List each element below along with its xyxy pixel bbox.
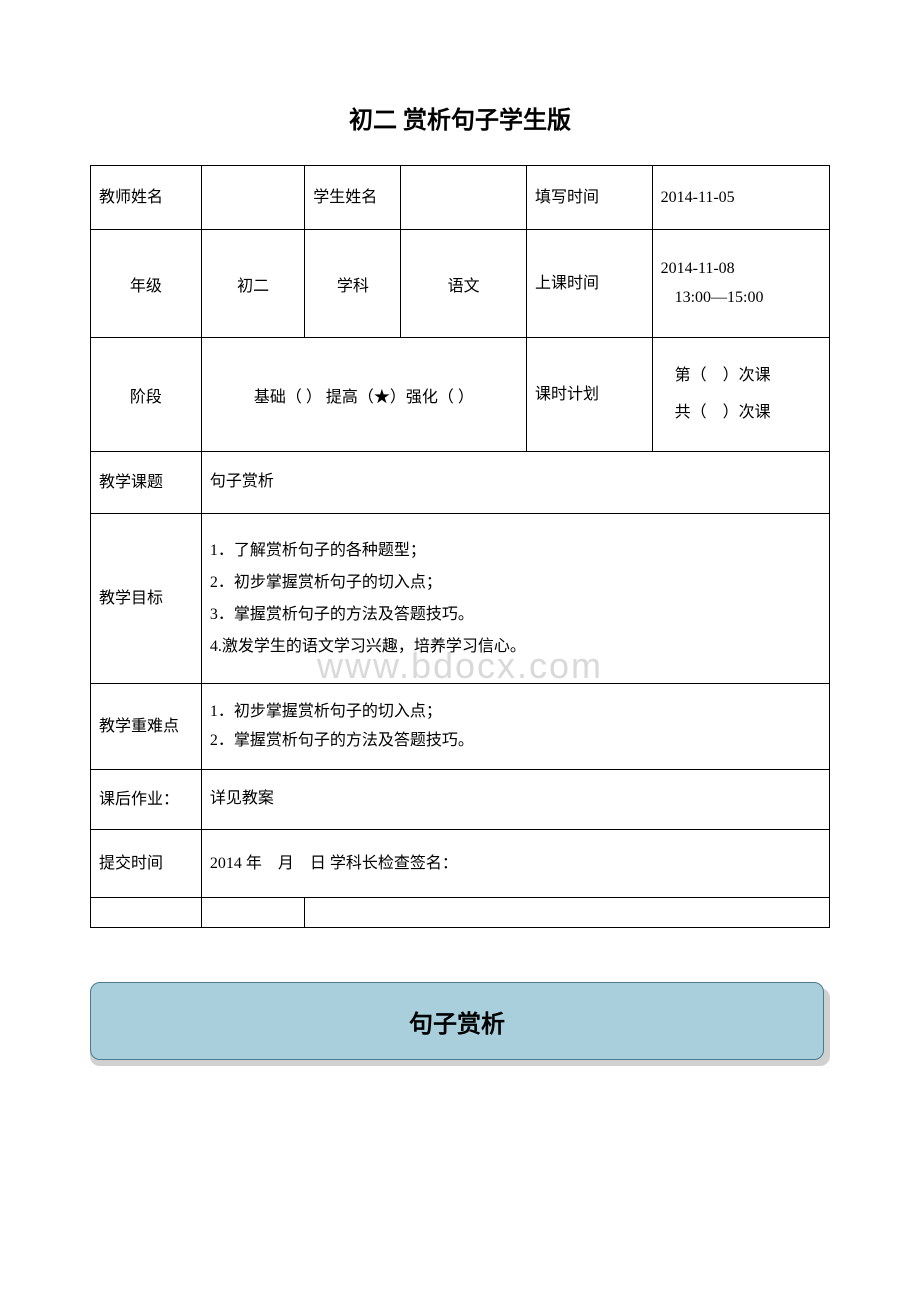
- class-time-label: 上课时间: [526, 230, 652, 338]
- table-row: 阶段 基础（ ） 提高（★）强化（ ） 课时计划 第（ ）次课 共（ ）次课: [91, 338, 830, 452]
- banner-box: 句子赏析: [90, 982, 824, 1060]
- table-row: 年级 初二 学科 语文 上课时间 2014-11-08 13:00—15:00: [91, 230, 830, 338]
- plan-line1: 第（ ）次课: [661, 362, 821, 391]
- table-row: 教学目标 1．了解赏析句子的各种题型； 2．初步掌握赏析句子的切入点； 3．掌握…: [91, 514, 830, 684]
- banner-shadow: 句子赏析: [90, 988, 830, 1066]
- teacher-name-value: [201, 166, 304, 230]
- section-banner: 句子赏析: [90, 988, 830, 1066]
- fill-time-label: 填写时间: [526, 166, 652, 230]
- page-title: 初二 赏析句子学生版: [90, 100, 830, 135]
- subject-label: 学科: [305, 230, 401, 338]
- grade-value: 初二: [201, 230, 304, 338]
- table-row: 提交时间 2014 年 月 日 学科长检查签名：: [91, 830, 830, 898]
- plan-line2: 共（ ）次课: [661, 399, 821, 428]
- table-row: 教师姓名 学生姓名 填写时间 2014-11-05: [91, 166, 830, 230]
- empty-cell: [91, 898, 202, 928]
- table-row: 教学课题 句子赏析: [91, 452, 830, 514]
- table-row: [91, 898, 830, 928]
- empty-cell: [201, 898, 304, 928]
- keypoint-value: 1．初步掌握赏析句子的切入点； 2．掌握赏析句子的方法及答题技巧。: [201, 684, 829, 770]
- goal-line3: 3．掌握赏析句子的方法及答题技巧。: [210, 599, 821, 631]
- teacher-name-label: 教师姓名: [91, 166, 202, 230]
- grade-label: 年级: [91, 230, 202, 338]
- subject-value: 语文: [401, 230, 527, 338]
- homework-value: 详见教案: [201, 770, 829, 830]
- class-hours: 13:00—15:00: [661, 284, 821, 313]
- student-name-value: [401, 166, 527, 230]
- stage-value: 基础（ ） 提高（★）强化（ ）: [201, 338, 526, 452]
- topic-value: 句子赏析: [201, 452, 829, 514]
- submit-value: 2014 年 月 日 学科长检查签名：: [201, 830, 829, 898]
- student-name-label: 学生姓名: [305, 166, 401, 230]
- goal-label: 教学目标: [91, 514, 202, 684]
- banner-text: 句子赏析: [409, 1004, 505, 1039]
- stage-label: 阶段: [91, 338, 202, 452]
- submit-label: 提交时间: [91, 830, 202, 898]
- empty-cell: [305, 898, 830, 928]
- plan-label: 课时计划: [526, 338, 652, 452]
- table-row: 教学重难点 1．初步掌握赏析句子的切入点； 2．掌握赏析句子的方法及答题技巧。: [91, 684, 830, 770]
- homework-label: 课后作业：: [91, 770, 202, 830]
- topic-label: 教学课题: [91, 452, 202, 514]
- keypoint-label: 教学重难点: [91, 684, 202, 770]
- goal-value: 1．了解赏析句子的各种题型； 2．初步掌握赏析句子的切入点； 3．掌握赏析句子的…: [201, 514, 829, 684]
- table-row: 课后作业： 详见教案: [91, 770, 830, 830]
- plan-value: 第（ ）次课 共（ ）次课: [652, 338, 829, 452]
- keypoint-line2: 2．掌握赏析句子的方法及答题技巧。: [210, 727, 821, 756]
- goal-line2: 2．初步掌握赏析句子的切入点；: [210, 567, 821, 599]
- class-date: 2014-11-08: [661, 255, 821, 284]
- fill-time-value: 2014-11-05: [652, 166, 829, 230]
- keypoint-line1: 1．初步掌握赏析句子的切入点；: [210, 698, 821, 727]
- goal-line1: 1．了解赏析句子的各种题型；: [210, 535, 821, 567]
- goal-line4: 4.激发学生的语文学习兴趣，培养学习信心。: [210, 631, 821, 663]
- lesson-plan-table: 教师姓名 学生姓名 填写时间 2014-11-05 年级 初二 学科 语文 上课…: [90, 165, 830, 928]
- class-time-value: 2014-11-08 13:00—15:00: [652, 230, 829, 338]
